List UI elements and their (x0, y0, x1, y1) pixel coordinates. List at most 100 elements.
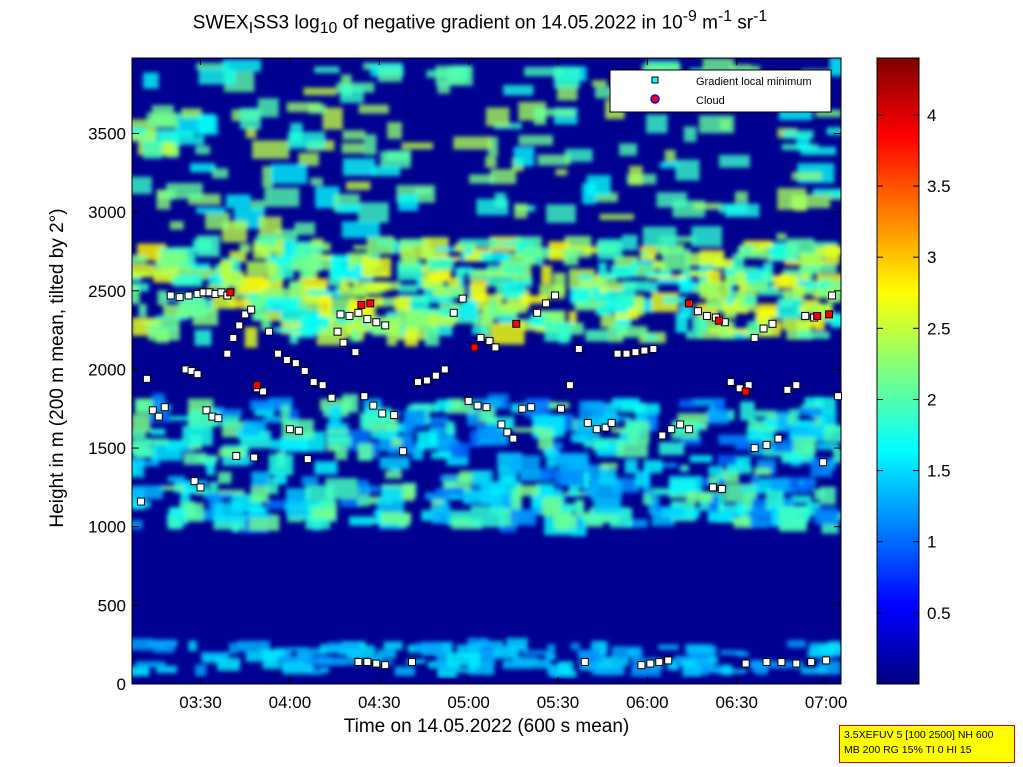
heatmap-cell (544, 322, 572, 342)
heatmap-cell (783, 289, 801, 301)
heatmap-cell (272, 277, 284, 283)
gradient-minimum-marker (202, 406, 211, 415)
heatmap-cell (786, 238, 815, 257)
heatmap-cell (496, 283, 509, 294)
heatmap-cell (306, 289, 341, 297)
legend-marker-cloud (650, 94, 660, 104)
colorbar-tick-label: 3.5 (927, 177, 951, 196)
heatmap-cell (475, 640, 504, 648)
gradient-minimum-marker (372, 659, 381, 668)
heatmap-cell (182, 425, 213, 446)
heatmap-cell (662, 248, 691, 271)
heatmap-cell (414, 187, 431, 195)
heatmap-cell (421, 510, 441, 521)
markers-layer (136, 288, 843, 670)
cloud-marker (741, 387, 750, 396)
heatmap-cell (800, 667, 828, 675)
heatmap-cell (675, 313, 688, 333)
heatmap-cell (624, 459, 638, 474)
heatmap-cell (513, 318, 543, 326)
gradient-minimum-marker (184, 291, 193, 300)
heatmap-cell (570, 642, 580, 650)
heatmap-cell (322, 107, 343, 130)
heatmap-cell (605, 281, 637, 289)
gradient-minimum-marker (726, 378, 735, 387)
heatmap-cell (262, 311, 283, 322)
heatmap-cell (358, 104, 389, 114)
heatmap-cell (371, 655, 382, 664)
heatmap-cell (431, 451, 451, 459)
gradient-minimum-marker (583, 418, 592, 427)
heatmap-cell (693, 657, 718, 665)
gradient-minimum-marker (646, 659, 655, 668)
gradient-minimum-marker (574, 344, 583, 353)
heatmap-cell (547, 644, 556, 651)
heatmap-cell (435, 65, 473, 86)
heatmap-cell (516, 245, 532, 256)
colorbar-bar (876, 57, 920, 685)
heatmap-cell (342, 158, 376, 176)
heatmap-cell (152, 266, 179, 277)
heatmap-cell (468, 399, 502, 408)
heatmap-cell (713, 258, 733, 269)
heatmap-cell (270, 163, 308, 184)
heatmap-cell (648, 495, 660, 515)
heatmap-cell (491, 322, 525, 345)
heatmap-cell (545, 653, 556, 661)
heatmap-cell (623, 280, 649, 292)
heatmap-cell (791, 495, 812, 504)
gradient-minimum-marker (801, 311, 810, 320)
heatmap-cell (446, 652, 480, 667)
heatmap-cell (404, 416, 415, 434)
heatmap-cell (330, 254, 350, 276)
heatmap-cell (546, 446, 557, 468)
heatmap-cell (218, 471, 232, 484)
heatmap-cell (142, 140, 163, 159)
heatmap-cell (196, 62, 229, 71)
heatmap-cell (428, 272, 451, 282)
chart-title: SWEXISS3 log10 of negative gradient on 1… (192, 8, 768, 38)
heatmap-cell (340, 86, 364, 103)
heatmap-cell (391, 438, 402, 447)
heatmap-cell (798, 407, 823, 416)
heatmap-cell (449, 289, 463, 299)
gradient-minimum-marker (702, 311, 711, 320)
heatmap-cell (502, 476, 514, 483)
heatmap-cell (547, 663, 569, 674)
heatmap-cell (456, 668, 472, 673)
heatmap-cell (777, 298, 802, 317)
heatmap-cell (145, 438, 169, 445)
heatmap-cell (156, 665, 178, 674)
heatmap-cell (734, 191, 748, 204)
heatmap-cell (668, 475, 703, 494)
heatmap-cell (574, 301, 607, 307)
heatmap-cell (555, 521, 571, 531)
heatmap-cell (715, 474, 729, 480)
heatmap-cell (628, 265, 656, 278)
heatmap-cell (248, 514, 280, 531)
legend-box (609, 69, 832, 113)
y-tick-label: 2000 (88, 360, 126, 379)
heatmap-cell (166, 182, 203, 200)
gradient-minimum-marker (193, 370, 202, 379)
heatmap-cell (446, 421, 455, 435)
gradient-minimum-marker (300, 367, 309, 375)
heatmap-cell (341, 221, 380, 238)
heatmap-cell (244, 456, 255, 464)
heatmap-cell (813, 316, 825, 331)
heatmap-cell (340, 499, 362, 508)
heatmap-cell (769, 477, 791, 491)
heatmap-cell (478, 407, 496, 423)
gradient-minimum-marker (196, 483, 205, 492)
gradient-minimum-marker (154, 412, 163, 421)
heatmap-cell (404, 327, 419, 347)
heatmap-cell (458, 238, 499, 248)
heatmap-cell (201, 651, 230, 661)
heatmap-cell (416, 431, 438, 450)
heatmap-cell (304, 295, 331, 304)
x-tick-label: 03:30 (179, 693, 222, 712)
gradient-minimum-marker (649, 344, 658, 353)
heatmap-cell (535, 108, 575, 117)
heatmap-cell (251, 471, 270, 487)
heatmap-cell (720, 119, 731, 130)
